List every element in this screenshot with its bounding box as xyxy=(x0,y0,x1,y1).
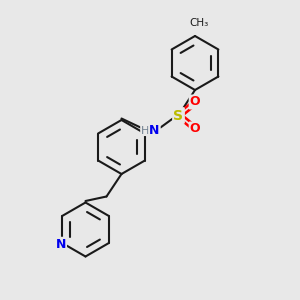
Text: H: H xyxy=(141,125,149,136)
Text: CH₃: CH₃ xyxy=(190,18,209,28)
Text: N: N xyxy=(56,238,66,251)
Text: N: N xyxy=(149,124,160,137)
Text: S: S xyxy=(173,109,184,122)
Text: O: O xyxy=(190,122,200,136)
Text: O: O xyxy=(190,95,200,109)
